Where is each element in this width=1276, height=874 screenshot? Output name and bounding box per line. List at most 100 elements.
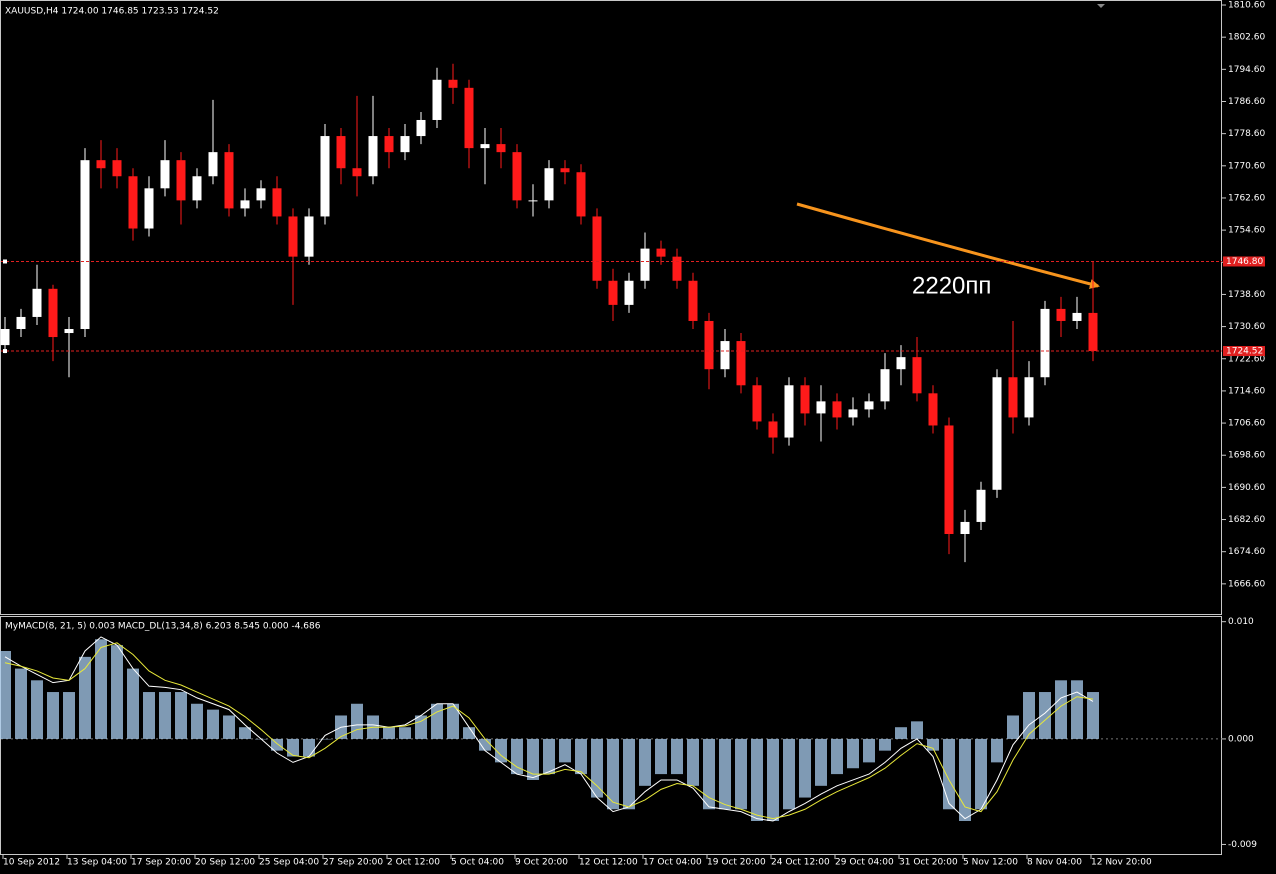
x-tick-label: 12 Nov 20:00: [1091, 858, 1152, 868]
x-tick-label: 9 Oct 20:00: [515, 858, 568, 868]
candle-body: [656, 248, 666, 257]
candle-body: [496, 144, 506, 153]
x-tick-label: 20 Sep 12:00: [195, 858, 255, 868]
candle-body: [352, 168, 362, 177]
candle-body: [128, 176, 138, 229]
histogram-bar: [1087, 692, 1099, 739]
y-tick-label: 0.000: [1228, 734, 1254, 744]
histogram-bar: [191, 703, 203, 739]
price-box: [1223, 256, 1265, 267]
candle-body: [576, 172, 586, 217]
histogram-bar: [431, 703, 443, 739]
y-tick-label: 1762.60: [1228, 193, 1265, 203]
y-tick-label: 1730.60: [1228, 322, 1265, 332]
candle-body: [592, 216, 602, 281]
histogram-bar: [95, 639, 107, 739]
candle-body: [176, 160, 186, 201]
indicator-line: [4, 642, 1094, 820]
candle-body: [688, 280, 698, 321]
candle-body: [640, 248, 650, 281]
chart-title: XAUUSD,H4 1724.00 1746.85 1723.53 1724.5…: [5, 7, 219, 17]
histogram-bar: [1023, 692, 1035, 739]
histogram-bar: [1071, 680, 1083, 739]
candle-body: [208, 152, 218, 177]
hline-handle: [3, 259, 7, 264]
histogram-bar: [399, 727, 411, 739]
histogram-bar: [671, 738, 683, 775]
histogram-bar: [543, 738, 555, 775]
main-panel-frame: [0, 0, 1222, 615]
annotation-arrow: [796, 202, 1100, 289]
histogram-bar: [719, 738, 731, 810]
candle-body: [384, 136, 394, 153]
candle-body: [480, 144, 490, 149]
indicator-title: MyMACD(8, 21, 5) 0.003 MACD_DL(13,34,8) …: [5, 622, 321, 632]
y-tick-label: 1682.60: [1228, 515, 1265, 525]
candle-body: [48, 288, 58, 338]
histogram-bar: [591, 738, 603, 798]
histogram-bar: [463, 727, 475, 739]
candle-body: [528, 200, 538, 202]
histogram-bar: [943, 738, 955, 810]
x-tick-label: 25 Sep 04:00: [259, 858, 319, 868]
y-tick-label: 1666.60: [1228, 579, 1265, 589]
y-tick-label: 1754.60: [1228, 226, 1265, 236]
y-tick-label: 1722.60: [1228, 354, 1265, 364]
candle-body: [1088, 312, 1098, 352]
candle-body: [960, 521, 970, 535]
candle-body: [400, 136, 410, 153]
candle-body: [944, 425, 954, 535]
candle-body: [928, 393, 938, 426]
histogram-bar: [815, 738, 827, 786]
x-tick-label: 31 Oct 20:00: [899, 858, 958, 868]
y-tick-label: 1810.60: [1228, 1, 1265, 11]
candle-body: [96, 160, 106, 169]
y-tick-label: 1706.60: [1228, 419, 1265, 429]
histogram-bar: [479, 738, 491, 751]
histogram-bar: [63, 692, 75, 739]
histogram-bar: [447, 703, 459, 739]
histogram-bar: [607, 738, 619, 810]
histogram-bar: [239, 727, 251, 739]
candle-body: [800, 385, 810, 414]
candle-body: [704, 320, 714, 370]
y-tick-label: 1674.60: [1228, 547, 1265, 557]
candle-body: [112, 160, 122, 177]
candle-body: [448, 79, 458, 88]
candle-body: [432, 79, 442, 120]
y-tick-label: 1714.60: [1228, 386, 1265, 396]
candle-body: [768, 421, 778, 438]
histogram-bar: [223, 715, 235, 739]
candle-body: [192, 176, 202, 201]
histogram-bar: [271, 738, 283, 751]
histogram-bar: [991, 738, 1003, 763]
candle-body: [368, 136, 378, 177]
candle-body: [1040, 308, 1050, 378]
candle-body: [512, 152, 522, 201]
y-tick-label: 1738.60: [1228, 290, 1265, 300]
histogram-bar: [527, 738, 539, 780]
histogram-bar: [1039, 692, 1051, 739]
price-box-label: 1724.52: [1226, 347, 1263, 357]
histogram-bar: [15, 668, 27, 739]
candle-body: [816, 401, 826, 414]
price-box-label: 1746.80: [1226, 257, 1263, 267]
histogram-bar: [159, 692, 171, 739]
shift-marker: [1097, 4, 1105, 8]
candle-body: [896, 357, 906, 370]
histogram-bar: [127, 668, 139, 739]
x-tick-label: 12 Oct 12:00: [579, 858, 638, 868]
x-tick-label: 29 Oct 04:00: [835, 858, 894, 868]
candle-body: [1072, 312, 1082, 321]
candle-body: [144, 188, 154, 229]
histogram-bar: [975, 738, 987, 810]
histogram-bar: [863, 738, 875, 763]
candle-body: [416, 119, 426, 137]
candle-body: [0, 329, 10, 346]
candle-body: [976, 489, 986, 522]
candle-body: [288, 216, 298, 257]
candle-body: [1024, 377, 1034, 418]
histogram-bar: [1055, 680, 1067, 739]
